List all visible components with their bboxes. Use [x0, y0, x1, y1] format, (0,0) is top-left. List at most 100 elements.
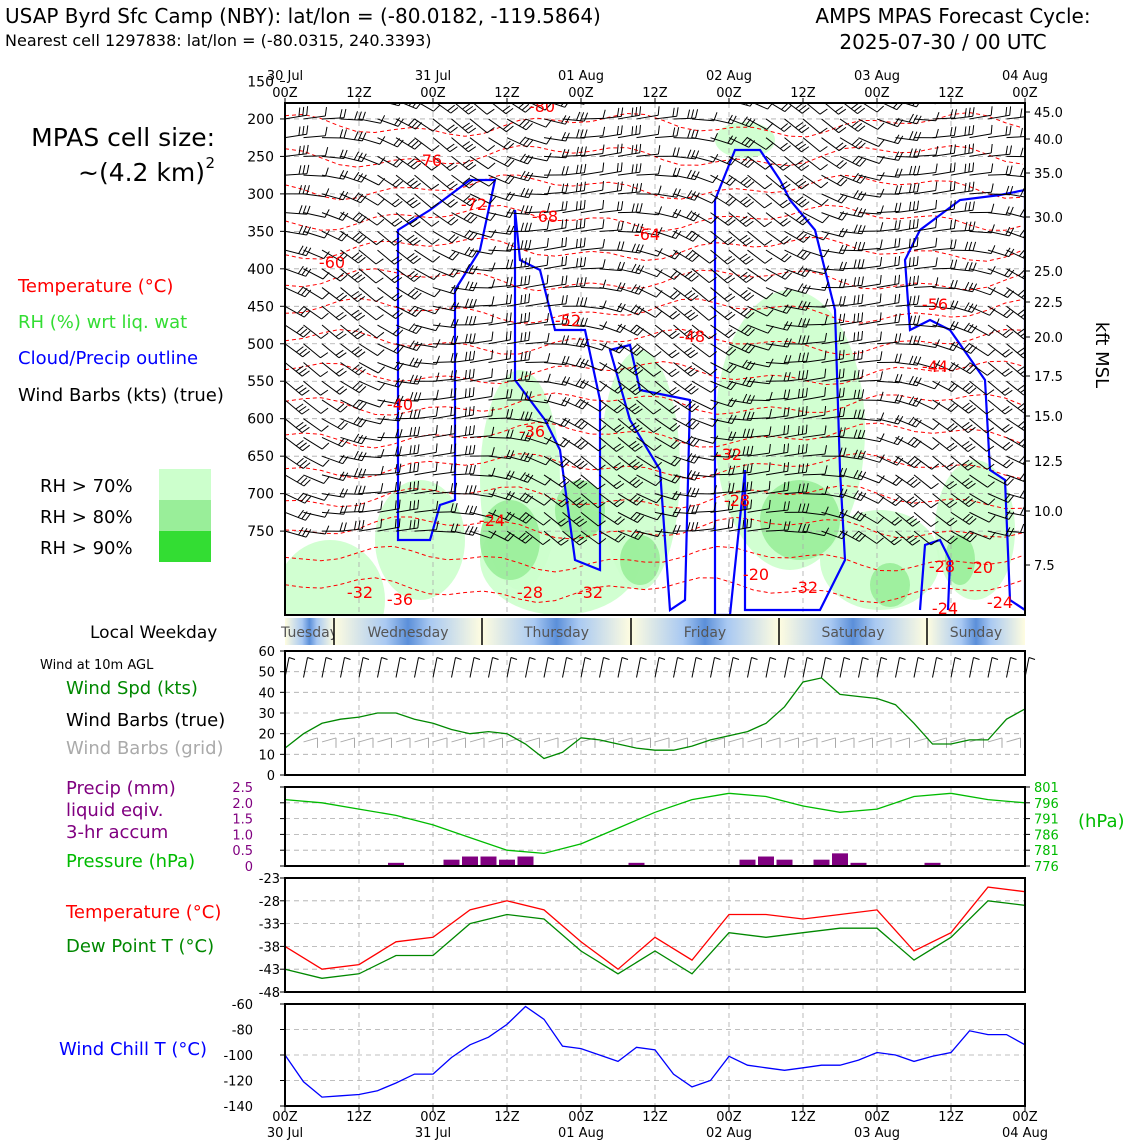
wind-barb — [358, 415, 386, 425]
wind-barb — [432, 352, 458, 363]
wind-barb — [913, 128, 939, 139]
wind-barb-feather — [522, 121, 530, 129]
wind-barb-feather — [523, 473, 530, 482]
wind-barb-feather — [488, 179, 496, 187]
wind-barb — [987, 268, 1015, 278]
wind-barb-feather — [573, 477, 582, 485]
wind-barb-feather — [417, 462, 420, 472]
wind-barb-feather — [797, 300, 803, 310]
wind-barb-feather — [406, 177, 415, 185]
legend-rh: RH (%) wrt liq. wat — [18, 312, 187, 333]
wind-barb-feather — [354, 111, 358, 120]
top-date-label: 03 Aug — [854, 69, 900, 84]
wind-barb-feather — [464, 281, 470, 290]
wind-barb-staff — [303, 362, 321, 377]
wind-barb — [950, 241, 977, 252]
true-wind-barb-feather — [732, 657, 740, 661]
wind-barb — [341, 71, 365, 82]
wind-barb-feather — [1021, 442, 1025, 447]
wind-barb-feather — [988, 498, 996, 506]
wind-barb-feather — [687, 129, 691, 139]
wind-barb-feather — [784, 105, 792, 112]
wind-barb-feather — [747, 160, 755, 168]
wind-barb-feather — [579, 164, 583, 174]
wind-barb-staff — [654, 324, 673, 340]
wind-barb — [618, 88, 641, 100]
wind-barb-staff — [617, 152, 640, 157]
wind-barb — [710, 500, 734, 513]
wind-barb — [418, 103, 441, 112]
wind-barb-feather — [842, 331, 845, 341]
wind-barb-staff — [525, 511, 544, 526]
wind-barb-feather — [406, 197, 415, 204]
wind-barb-feather — [965, 385, 974, 392]
wind-barb — [987, 418, 1013, 433]
wind-barb — [321, 488, 348, 498]
wind-barb-staff — [802, 323, 826, 326]
wind-barb-feather — [343, 108, 347, 118]
wind-barb-feather — [342, 212, 349, 221]
wind-barb-feather — [629, 476, 637, 484]
wind-barb-feather — [468, 445, 472, 455]
wind-barb — [340, 520, 365, 532]
wind-barb-feather — [527, 474, 534, 483]
legend-pressure: Pressure (hPa) — [66, 851, 195, 872]
wind-barb-feather — [361, 132, 367, 142]
wind-barb-feather — [730, 382, 737, 391]
wind-barb — [895, 295, 920, 307]
wind-barb-feather — [692, 422, 700, 430]
wind-barb — [543, 530, 569, 546]
wind-barb — [414, 407, 439, 420]
wind-barb — [728, 342, 756, 354]
wind-barb — [321, 305, 347, 321]
wind-barb-feather — [671, 490, 678, 500]
wind-barb-staff — [469, 118, 488, 134]
legend-wind-barbs-grid: Wind Barbs (grid) — [66, 738, 224, 759]
wind-barb-staff — [913, 246, 936, 251]
wind-barb-staff — [1024, 474, 1025, 476]
wind-barb — [562, 181, 586, 195]
wind-barb-feather — [1004, 370, 1013, 377]
wind-barb-staff — [469, 193, 491, 204]
wind-barb-feather — [464, 264, 471, 273]
wind-barb-feather — [505, 449, 511, 459]
wind-barb — [766, 81, 792, 91]
panel-3: -48-43-38-33-28-23 — [259, 872, 1026, 1001]
wind-barb-feather — [575, 357, 582, 367]
wind-barb-feather — [635, 388, 643, 396]
wind-barb-feather — [782, 164, 791, 171]
wind-barb — [488, 191, 515, 202]
wind-barb — [529, 103, 552, 111]
wind-barb — [285, 324, 311, 338]
wind-barb-staff — [525, 474, 546, 486]
weekday-name: Tuesday — [280, 625, 338, 641]
wind-barb — [970, 53, 994, 63]
wind-barb-feather — [320, 352, 329, 359]
wind-barb-feather — [413, 182, 421, 190]
wind-barb-staff — [469, 530, 491, 539]
wind-barb-feather — [725, 346, 733, 354]
wind-barb-feather — [913, 315, 917, 325]
wind-barb-feather — [618, 90, 620, 99]
wind-barb — [987, 493, 1015, 503]
wind-barb — [839, 469, 867, 481]
wind-barb-feather — [631, 405, 640, 412]
wind-barb-feather — [931, 463, 940, 470]
wind-barb-staff — [747, 230, 765, 246]
wind-barb-staff — [358, 343, 378, 357]
wind-barb-staff — [970, 79, 992, 81]
wind-barb-feather — [354, 485, 358, 495]
wind-barb-feather — [343, 129, 347, 139]
wind-barb — [821, 295, 846, 307]
wind-barb-feather — [468, 387, 471, 397]
wind-barb-staff — [1024, 493, 1025, 495]
wind-barb — [617, 143, 642, 157]
wind-barb-feather — [852, 530, 859, 539]
kft-tick-label: 30.0 — [1034, 211, 1063, 226]
grid-wind-barb — [321, 737, 337, 743]
wind-barb — [654, 343, 680, 359]
wind-barb-feather — [935, 63, 940, 70]
wind-barb — [562, 163, 587, 176]
wind-barb — [377, 287, 403, 302]
wind-barb-feather — [912, 201, 916, 211]
